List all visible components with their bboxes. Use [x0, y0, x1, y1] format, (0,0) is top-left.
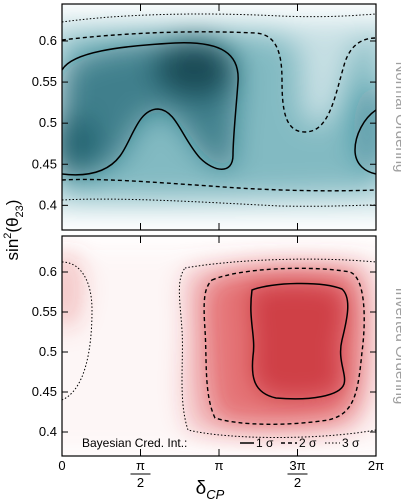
inverted-ytick-label: 0.5 [39, 344, 57, 359]
xtick-label-numerator: π [136, 458, 145, 473]
normal-contour-1sigma-b [354, 109, 376, 175]
inverted-ytick-label: 0.45 [32, 384, 57, 399]
xtick-label: π [215, 458, 224, 473]
normal-ytick-label: 0.55 [32, 74, 57, 89]
normal-heat-peak-3 [354, 85, 376, 175]
normal-heat-peak-1 [155, 38, 235, 98]
inverted-contour-2sigma [203, 267, 365, 425]
normal-contour-2sigma [62, 31, 376, 192]
x-axis-label: δCP [196, 478, 225, 500]
panel-normal-ordering: 0.4 0.45 0.5 0.55 0.6 Normal Ordering [32, 3, 401, 231]
normal-contour-1sigma-a [62, 42, 239, 176]
xtick-label-numerator: 3π [289, 458, 305, 473]
normal-ytick-label: 0.6 [39, 33, 57, 48]
legend-title: Bayesian Cred. Int.: [82, 436, 187, 450]
normal-ytick-label: 0.5 [39, 115, 57, 130]
normal-heat-peak-2 [62, 115, 98, 175]
normal-ytick-label: 0.4 [39, 197, 57, 212]
inverted-y-ticks: 0.4 0.45 0.5 0.55 0.6 [32, 236, 377, 456]
legend-label-1sigma: 1 σ [256, 436, 274, 450]
inverted-ytick-label: 0.4 [39, 424, 57, 439]
inverted-contour-1sigma [250, 282, 349, 400]
xtick-label-denominator: 2 [137, 475, 144, 490]
legend: Bayesian Cred. Int.: 1 σ 2 σ 3 σ [82, 436, 360, 450]
normal-ytick-label: 0.45 [32, 156, 57, 171]
xtick-label-denominator: 2 [294, 475, 301, 490]
y-axis-label: sin2(θ23) [2, 200, 26, 261]
inverted-contour-3sigma [62, 258, 376, 438]
inverted-heat-edge [62, 250, 84, 330]
normal-y-ticks: 0.4 0.45 0.5 0.55 0.6 [32, 4, 377, 230]
legend-label-3sigma: 3 σ [342, 436, 360, 450]
legend-label-2sigma: 2 σ [299, 436, 317, 450]
inverted-heat-1sigma [249, 284, 346, 398]
inverted-ytick-label: 0.6 [39, 264, 57, 279]
inverted-heat-layer [62, 250, 376, 450]
panel-normal-label: Normal Ordering [392, 62, 401, 173]
normal-heat-layer [62, 20, 376, 210]
xtick-label: 0 [58, 458, 65, 473]
inverted-ytick-label: 0.55 [32, 304, 57, 319]
xtick-label: 2π [368, 458, 384, 473]
panel-inverted-label: Inverted Ordering [392, 288, 401, 405]
